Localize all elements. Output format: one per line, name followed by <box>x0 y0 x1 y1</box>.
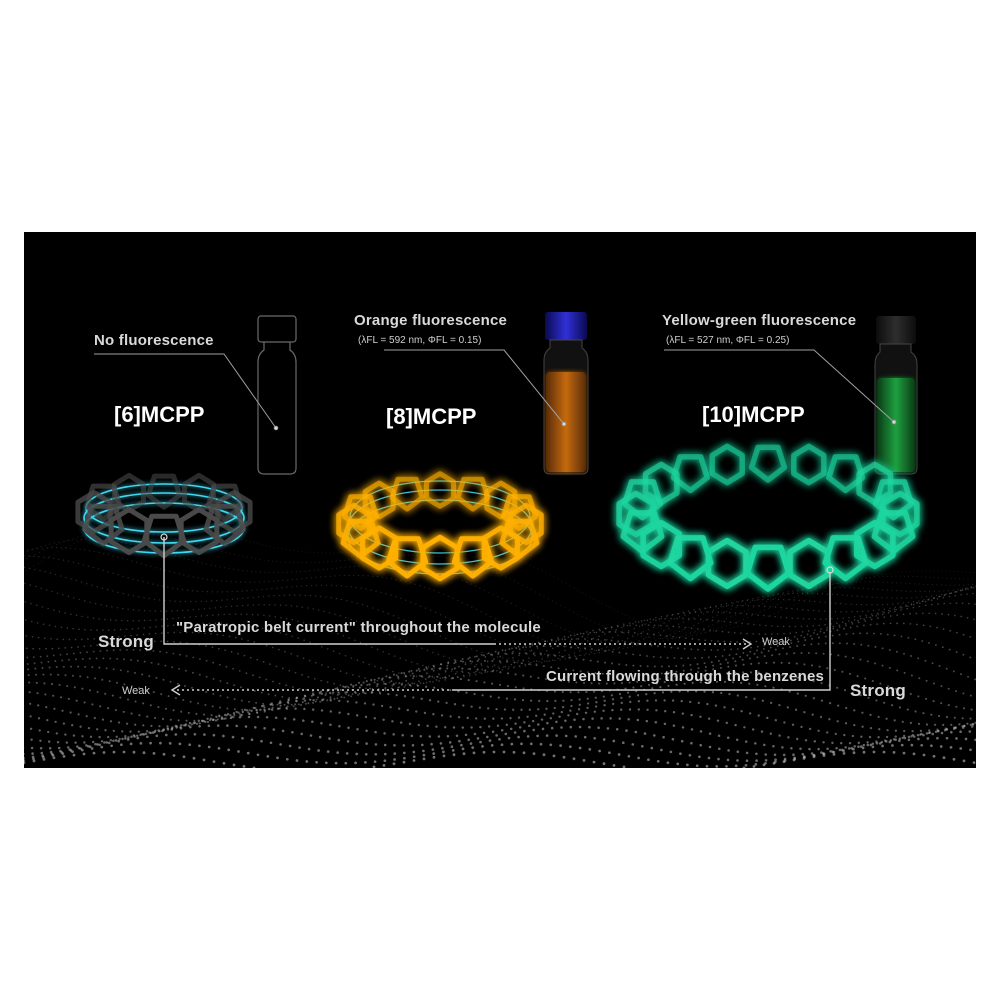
yellowgreen-fluorescence-label: Yellow-green fluorescence <box>662 312 857 329</box>
mcpp8-title: [8]MCPP <box>386 404 477 429</box>
benzene-weak-label: Weak <box>122 685 150 697</box>
mcpp6-title: [6]MCPP <box>114 402 205 427</box>
mcpp10-molecule <box>616 443 920 592</box>
benzene-current-arrow <box>170 572 831 696</box>
belt-current-label: "Paratropic belt current" throughout the… <box>176 619 541 636</box>
benzene-strong-label: Strong <box>850 681 906 700</box>
mcpp6-molecule <box>75 472 253 559</box>
figure-scene <box>24 312 976 768</box>
yellowgreen-fluorescence-params: (λFL = 527 nm, ΦFL = 0.25) <box>666 335 790 346</box>
green-vial-icon <box>874 316 918 475</box>
orange-fluorescence-label: Orange fluorescence <box>354 312 508 329</box>
figure-panel: No fluorescence Orange fluorescence (λFL… <box>24 232 976 768</box>
orange-fluorescence-params: (λFL = 592 nm, ΦFL = 0.15) <box>358 335 482 346</box>
mcpp8-molecule <box>336 471 544 582</box>
belt-weak-label: Weak <box>762 636 790 648</box>
belt-current-arrow <box>163 537 753 650</box>
no-fluorescence-label: No fluorescence <box>94 332 214 349</box>
empty-vial-icon <box>257 315 297 475</box>
belt-strong-label: Strong <box>98 632 154 651</box>
dotted-wave-floor <box>24 531 976 768</box>
mcpp10-title: [10]MCPP <box>702 402 805 427</box>
orange-vial-icon <box>543 312 589 475</box>
callout-lines <box>94 349 897 431</box>
benzene-current-label: Current flowing through the benzenes <box>546 668 825 685</box>
